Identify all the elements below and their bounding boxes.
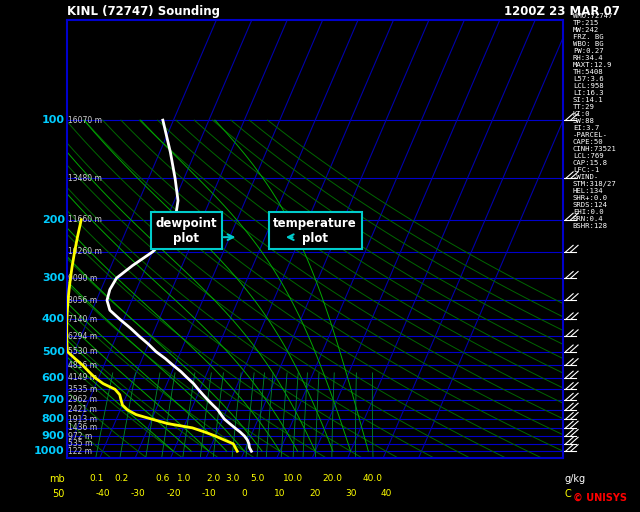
Text: 13480 m: 13480 m — [68, 174, 102, 183]
Text: 20.0: 20.0 — [322, 474, 342, 483]
Text: temperature
plot: temperature plot — [273, 217, 357, 245]
Text: 40: 40 — [380, 489, 392, 498]
Text: 11660 m: 11660 m — [68, 216, 102, 224]
Text: dewpoint
plot: dewpoint plot — [156, 217, 217, 245]
Text: 600: 600 — [42, 373, 65, 383]
Text: C: C — [564, 489, 571, 499]
Text: mb: mb — [49, 474, 65, 483]
Text: 4149 m: 4149 m — [68, 373, 97, 382]
Text: 50: 50 — [52, 489, 65, 499]
Text: 535 m: 535 m — [68, 439, 93, 449]
Text: WMO:72747
TP:215
MW:242
FRZ. BG
WBO: BG
PW:0.27
RH:34.4
MAXT:12.9
TH:5408
L57:3.: WMO:72747 TP:215 MW:242 FRZ. BG WBO: BG … — [573, 13, 616, 229]
Text: 800: 800 — [42, 414, 65, 424]
Text: 3535 m: 3535 m — [68, 385, 97, 394]
Text: 9090 m: 9090 m — [68, 273, 97, 283]
Text: 1000: 1000 — [34, 446, 65, 456]
Text: 500: 500 — [42, 347, 65, 356]
Text: 400: 400 — [42, 314, 65, 325]
Text: 2962 m: 2962 m — [68, 395, 97, 404]
Text: 30: 30 — [345, 489, 356, 498]
Text: 5.0: 5.0 — [250, 474, 265, 483]
Text: 8056 m: 8056 m — [68, 296, 97, 305]
Text: KINL (72747) Sounding: KINL (72747) Sounding — [67, 5, 220, 18]
Text: 40.0: 40.0 — [363, 474, 383, 483]
Text: 1200Z 23 MAR 07: 1200Z 23 MAR 07 — [504, 5, 620, 18]
Text: 900: 900 — [42, 431, 65, 441]
Text: 0.6: 0.6 — [156, 474, 170, 483]
Text: 1913 m: 1913 m — [68, 415, 97, 423]
Text: 20: 20 — [310, 489, 321, 498]
Text: 10260 m: 10260 m — [68, 247, 102, 257]
Text: 6294 m: 6294 m — [68, 332, 97, 341]
Text: © UNISYS: © UNISYS — [573, 493, 627, 503]
Text: 3.0: 3.0 — [225, 474, 240, 483]
Text: 10.0: 10.0 — [284, 474, 303, 483]
Text: 0.2: 0.2 — [114, 474, 128, 483]
Text: 700: 700 — [42, 395, 65, 405]
Text: 1.0: 1.0 — [177, 474, 191, 483]
Text: 972 m: 972 m — [68, 432, 92, 440]
Text: 100: 100 — [42, 115, 65, 125]
Text: -10: -10 — [202, 489, 216, 498]
Text: 0: 0 — [241, 489, 247, 498]
Text: 2.0: 2.0 — [207, 474, 221, 483]
Text: 10: 10 — [274, 489, 285, 498]
Text: -40: -40 — [95, 489, 110, 498]
Text: -20: -20 — [166, 489, 180, 498]
Text: 1436 m: 1436 m — [68, 423, 97, 432]
Text: 2421 m: 2421 m — [68, 406, 97, 414]
Text: 122 m: 122 m — [68, 447, 92, 456]
Text: 200: 200 — [42, 215, 65, 225]
Text: g/kg: g/kg — [564, 474, 586, 483]
Text: 7140 m: 7140 m — [68, 315, 97, 324]
Text: 0.1: 0.1 — [90, 474, 104, 483]
Text: -30: -30 — [131, 489, 145, 498]
Text: 4816 m: 4816 m — [68, 361, 97, 370]
Text: 16070 m: 16070 m — [68, 116, 102, 124]
Text: 5530 m: 5530 m — [68, 347, 97, 356]
Text: 300: 300 — [42, 273, 65, 283]
